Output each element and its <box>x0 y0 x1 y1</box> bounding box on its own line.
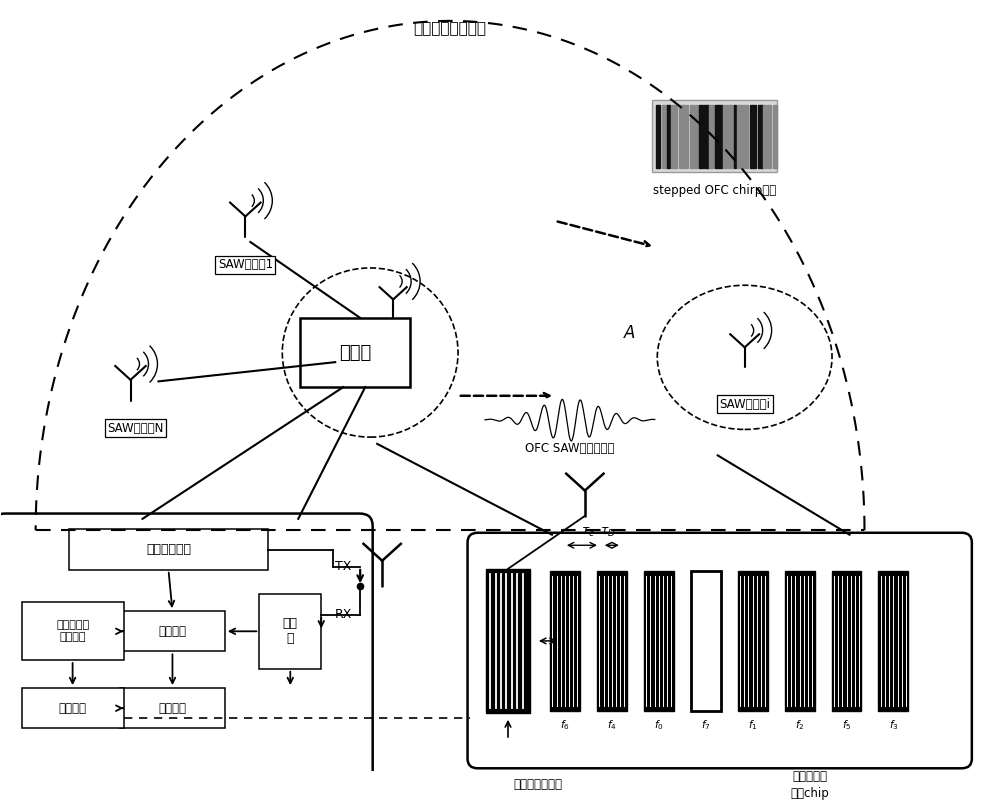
FancyBboxPatch shape <box>0 513 373 793</box>
Bar <box>767 105 771 168</box>
Text: 频偏估计: 频偏估计 <box>158 702 186 714</box>
Bar <box>723 105 727 168</box>
Bar <box>738 571 768 710</box>
Text: $f_0$: $f_0$ <box>654 718 664 732</box>
Text: $f_2$: $f_2$ <box>795 718 804 732</box>
Bar <box>737 105 742 168</box>
Bar <box>750 105 756 168</box>
Bar <box>690 105 694 168</box>
Text: $f_5$: $f_5$ <box>842 718 851 732</box>
Text: 频率正交反
射栅chip: 频率正交反 射栅chip <box>790 771 829 800</box>
FancyBboxPatch shape <box>468 533 972 768</box>
Bar <box>662 105 667 168</box>
Bar <box>644 571 674 710</box>
Text: $f_6$: $f_6$ <box>560 718 570 732</box>
Text: RX: RX <box>335 609 353 622</box>
Text: OFC SAW传感器回波: OFC SAW传感器回波 <box>525 442 615 455</box>
Text: 单向叉指换能器: 单向叉指换能器 <box>513 778 562 791</box>
FancyBboxPatch shape <box>259 594 321 669</box>
Text: 阅读器: 阅读器 <box>339 344 371 361</box>
Bar <box>667 105 670 168</box>
Bar <box>709 105 714 168</box>
Bar <box>656 105 660 168</box>
Bar <box>486 569 530 713</box>
FancyBboxPatch shape <box>69 529 268 570</box>
Text: A: A <box>624 324 636 342</box>
Text: 上调频及编码: 上调频及编码 <box>146 543 191 556</box>
FancyBboxPatch shape <box>691 571 721 710</box>
FancyBboxPatch shape <box>22 688 124 728</box>
FancyBboxPatch shape <box>652 100 777 172</box>
Bar <box>785 571 815 710</box>
Bar <box>773 105 777 168</box>
Bar <box>699 105 703 168</box>
FancyBboxPatch shape <box>120 611 225 651</box>
Text: 温度检测: 温度检测 <box>59 702 87 714</box>
Bar <box>763 105 766 168</box>
Bar <box>695 105 698 168</box>
Text: $f_1$: $f_1$ <box>748 718 757 732</box>
Text: $\tau_c$: $\tau_c$ <box>581 525 595 538</box>
Text: $f_7$: $f_7$ <box>701 718 711 732</box>
FancyBboxPatch shape <box>300 318 410 387</box>
Bar <box>878 571 908 710</box>
Text: 下调
频: 下调 频 <box>283 618 298 646</box>
Bar <box>832 571 861 710</box>
Text: 多用户检测
（解码）: 多用户检测 （解码） <box>56 621 89 642</box>
Text: 复杂电磁干扰环境: 复杂电磁干扰环境 <box>414 21 487 36</box>
Bar <box>728 105 733 168</box>
Text: SAW传感器N: SAW传感器N <box>107 422 164 435</box>
Text: $f_4$: $f_4$ <box>607 718 617 732</box>
FancyBboxPatch shape <box>22 602 124 660</box>
Text: $\tau_D$: $\tau_D$ <box>600 525 616 538</box>
Text: TX: TX <box>335 561 352 574</box>
Bar <box>758 105 763 168</box>
Bar <box>743 105 748 168</box>
Bar <box>671 105 677 168</box>
Bar <box>597 571 627 710</box>
Text: SAW传感器1: SAW传感器1 <box>218 258 273 272</box>
Text: stepped OFC chirp信号: stepped OFC chirp信号 <box>653 183 776 197</box>
Bar <box>679 105 685 168</box>
Text: $f_3$: $f_3$ <box>889 718 898 732</box>
Bar <box>734 105 736 168</box>
Bar <box>715 105 722 168</box>
Bar <box>686 105 688 168</box>
FancyBboxPatch shape <box>120 688 225 728</box>
Text: SAW传感器i: SAW传感器i <box>719 398 770 411</box>
Bar <box>550 571 580 710</box>
Bar <box>704 105 709 168</box>
Text: 相关运算: 相关运算 <box>158 625 186 638</box>
